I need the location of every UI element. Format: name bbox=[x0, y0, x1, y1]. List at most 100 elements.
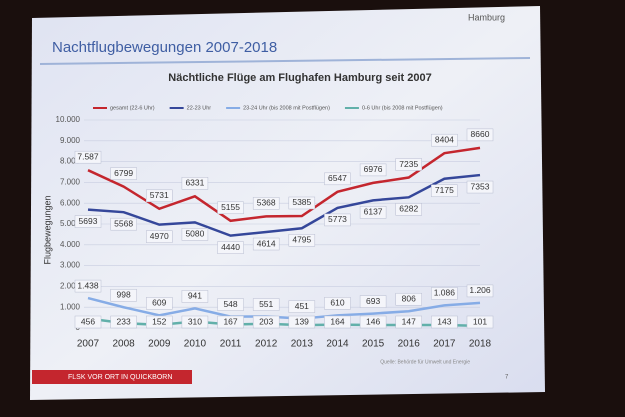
series-line bbox=[87, 146, 481, 223]
value-label-box bbox=[252, 237, 280, 251]
value-label-box bbox=[110, 288, 137, 302]
value-label-box bbox=[431, 287, 458, 300]
value-label: 998 bbox=[117, 289, 131, 299]
value-label: 147 bbox=[402, 316, 416, 326]
value-label: 5731 bbox=[150, 190, 169, 200]
value-label-box bbox=[395, 292, 422, 306]
value-label: 5385 bbox=[292, 197, 311, 207]
series-line bbox=[87, 173, 481, 237]
value-label-box bbox=[110, 217, 137, 231]
value-label: 6282 bbox=[399, 204, 418, 214]
value-label-box bbox=[431, 184, 458, 198]
value-label-box bbox=[217, 241, 244, 254]
value-label-box bbox=[252, 315, 280, 329]
x-tick-label: 2018 bbox=[469, 339, 492, 350]
y-tick-label: 2.000 bbox=[60, 282, 81, 291]
value-label: 167 bbox=[223, 316, 237, 326]
value-label: 5155 bbox=[221, 202, 240, 212]
y-tick-label: 8.000 bbox=[60, 157, 81, 166]
value-label: 1.086 bbox=[434, 288, 456, 298]
chart-title: Nächtliche Flüge am Flughafen Hamburg se… bbox=[168, 72, 431, 84]
value-label-box bbox=[74, 315, 102, 329]
y-tick-label: 4.000 bbox=[60, 240, 81, 249]
value-label-box bbox=[431, 315, 458, 329]
value-label: 941 bbox=[188, 291, 202, 301]
value-label: 1.438 bbox=[77, 280, 99, 290]
value-label-box bbox=[288, 315, 316, 329]
value-label: 101 bbox=[473, 316, 487, 326]
value-label-box bbox=[359, 206, 387, 219]
logo: Hamburg bbox=[468, 12, 505, 22]
value-label: 610 bbox=[330, 298, 344, 308]
legend-label: 0-6 Uhr (bis 2008 mit Postflügen) bbox=[362, 105, 443, 111]
value-label: 4970 bbox=[150, 231, 169, 241]
value-label: 5773 bbox=[328, 214, 347, 224]
value-label-box bbox=[110, 167, 137, 180]
y-tick-label: 3.000 bbox=[60, 261, 81, 270]
value-label-box bbox=[466, 315, 494, 329]
value-label-box bbox=[324, 172, 351, 186]
value-label: 233 bbox=[117, 316, 131, 326]
source: Quelle: Behörde für Umwelt und Energie bbox=[380, 359, 470, 365]
value-label: 7353 bbox=[471, 181, 490, 191]
x-tick-label: 2014 bbox=[326, 339, 349, 350]
value-label: 7235 bbox=[399, 159, 418, 169]
y-tick-label: 7.000 bbox=[60, 178, 81, 187]
footer: FLSK VOR ORT IN QUICKBORN bbox=[68, 374, 172, 381]
value-label: 6547 bbox=[328, 173, 347, 183]
value-label-box bbox=[466, 128, 494, 142]
y-tick-label: 5.000 bbox=[60, 219, 81, 228]
value-label: 456 bbox=[81, 316, 95, 326]
value-label-box bbox=[217, 298, 244, 311]
x-tick-label: 2013 bbox=[291, 339, 314, 350]
value-label: 6331 bbox=[185, 178, 204, 188]
value-label-box bbox=[431, 133, 458, 147]
value-label: 5568 bbox=[114, 218, 133, 228]
value-label-box bbox=[217, 315, 244, 329]
value-label-box bbox=[181, 228, 209, 241]
y-tick-label: 1.000 bbox=[60, 302, 81, 311]
x-tick-label: 2017 bbox=[433, 339, 456, 350]
value-label: 203 bbox=[259, 316, 273, 326]
plot: 01.0002.0003.0004.0005.0006.0007.0008.00… bbox=[56, 105, 494, 350]
value-label: 5080 bbox=[185, 229, 204, 239]
x-tick-label: 2016 bbox=[398, 339, 421, 350]
legend-label: 22-23 Uhr bbox=[187, 105, 212, 111]
value-label-box bbox=[324, 297, 351, 310]
value-label: 6137 bbox=[364, 207, 383, 217]
x-tick-label: 2007 bbox=[77, 339, 100, 350]
value-label: 164 bbox=[330, 316, 344, 326]
value-label: 6976 bbox=[364, 164, 383, 174]
value-label-box bbox=[146, 297, 173, 310]
value-label: 551 bbox=[259, 299, 273, 309]
x-tick-label: 2012 bbox=[255, 339, 278, 350]
value-label: 8660 bbox=[471, 129, 490, 139]
value-label-box bbox=[181, 315, 209, 329]
page-number: 7 bbox=[505, 375, 509, 381]
value-label-box bbox=[181, 290, 209, 303]
x-tick-label: 2015 bbox=[362, 339, 385, 350]
value-label-box bbox=[288, 196, 316, 210]
value-label-box bbox=[252, 298, 280, 311]
slide-heading: Nachtflugbewegungen 2007-2018 bbox=[52, 39, 277, 56]
value-label-box bbox=[252, 197, 280, 210]
y-axis-label: Flugbewegungen bbox=[42, 195, 52, 264]
value-label-box bbox=[324, 315, 351, 329]
value-label-box bbox=[288, 300, 316, 313]
value-label: 4614 bbox=[257, 238, 276, 248]
y-tick-label: 6.000 bbox=[60, 198, 81, 207]
value-label: 7175 bbox=[435, 185, 454, 195]
value-label: 8404 bbox=[435, 134, 454, 144]
value-label: 7.587 bbox=[77, 151, 99, 161]
value-label-box bbox=[74, 150, 102, 164]
value-label: 5693 bbox=[79, 216, 98, 226]
value-label: 5368 bbox=[257, 198, 276, 208]
value-label-box bbox=[466, 180, 494, 194]
value-label-box bbox=[146, 315, 173, 329]
value-label: 310 bbox=[188, 316, 202, 326]
value-label-box bbox=[181, 177, 209, 190]
value-label: 146 bbox=[366, 316, 380, 326]
value-label: 1.206 bbox=[469, 285, 491, 295]
